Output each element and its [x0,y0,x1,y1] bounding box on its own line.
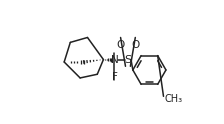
Text: S: S [124,55,131,65]
Text: F: F [112,72,117,82]
Text: O: O [131,40,139,50]
Text: O: O [116,40,125,50]
Text: N: N [111,55,118,65]
Text: CH₃: CH₃ [165,94,183,104]
